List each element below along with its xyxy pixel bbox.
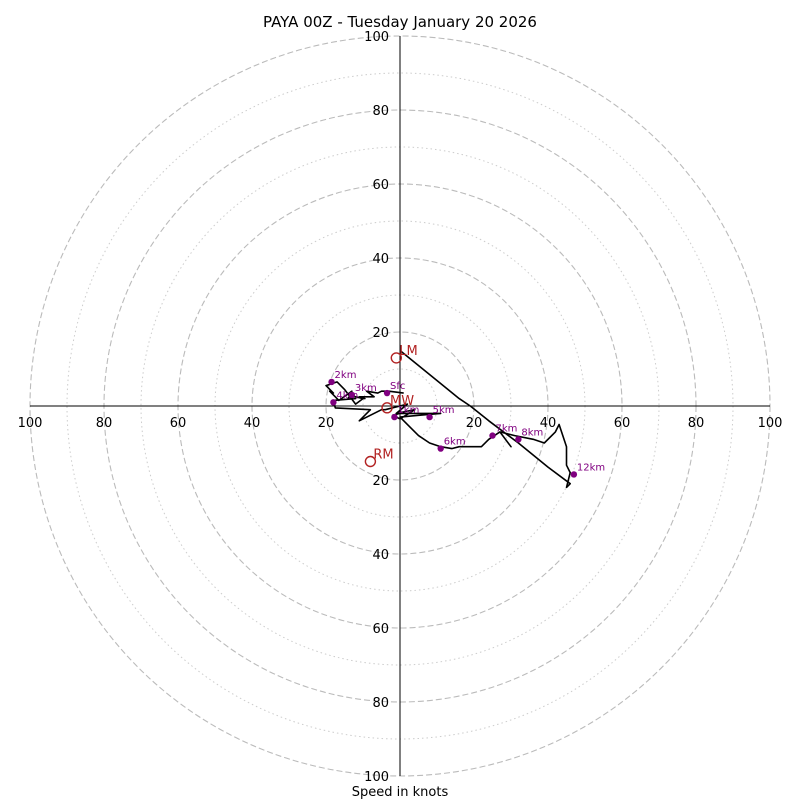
- storm-motion-label-rm: RM: [373, 448, 393, 463]
- tick-label-west-20: 20: [318, 416, 335, 431]
- height-marker-2km: [328, 378, 335, 386]
- storm-motion-marker-rm: [364, 455, 377, 468]
- tick-label-north-100: 100: [364, 30, 389, 45]
- tick-label-south-100: 100: [364, 770, 389, 785]
- tick-label-north-60: 60: [372, 178, 389, 193]
- height-marker-3km: [348, 391, 356, 399]
- storm-motion-marker-mw: [381, 402, 393, 414]
- height-marker-4km: [330, 399, 337, 406]
- height-label-7km: 7km: [496, 424, 518, 435]
- height-label-5km: 5km: [433, 405, 455, 416]
- height-label-8km: 8km: [521, 427, 543, 438]
- tick-label-east-60: 60: [614, 416, 631, 431]
- height-label-2km: 2km: [335, 370, 357, 381]
- tick-label-west-100: 100: [18, 416, 43, 431]
- height-label-4km: 4km: [336, 390, 358, 401]
- tick-labels: 20 20 20 20 40 40 40 40 60 60 60 60 80 80 80 80 100 100 10…: [18, 30, 783, 785]
- height-label-3km: 3km: [355, 383, 377, 394]
- storm-motion-label-mw: MW: [390, 394, 414, 409]
- tick-label-north-80: 80: [372, 104, 389, 119]
- tick-label-south-60: 60: [372, 622, 389, 637]
- height-marker-7km: [489, 432, 496, 439]
- tick-label-east-40: 40: [540, 416, 557, 431]
- storm-motion-label-lm: LM: [399, 344, 417, 359]
- tick-label-east-20: 20: [466, 416, 483, 431]
- height-label-6km: 6km: [444, 437, 466, 448]
- height-label-sfc: Sfc: [390, 381, 405, 392]
- tick-label-west-60: 60: [170, 416, 187, 431]
- storm-motion-markers: LM MW RM: [364, 344, 418, 468]
- tick-label-south-20: 20: [372, 474, 389, 489]
- height-marker-12km: [570, 471, 578, 478]
- height-label-12km: 12km: [577, 462, 605, 473]
- storm-motion-marker-lm: [390, 352, 402, 364]
- hodograph-trace-group: [325, 349, 572, 489]
- hodograph-trace: [325, 349, 572, 489]
- x-axis-label: Speed in knots: [352, 785, 449, 800]
- tick-label-east-100: 100: [758, 416, 783, 431]
- height-marker-8km: [515, 436, 522, 443]
- height-marker-5km: [426, 413, 433, 421]
- tick-label-north-20: 20: [372, 326, 389, 341]
- height-marker-1km: [391, 413, 398, 421]
- height-marker-sfc: [383, 389, 391, 397]
- tick-label-south-80: 80: [372, 696, 389, 711]
- chart-title: PAYA 00Z - Tuesday January 20 2026: [263, 13, 537, 31]
- tick-label-east-80: 80: [688, 416, 705, 431]
- tick-label-west-40: 40: [244, 416, 261, 431]
- height-marker-6km: [437, 445, 444, 452]
- tick-label-west-80: 80: [96, 416, 113, 431]
- tick-label-south-40: 40: [372, 548, 389, 563]
- height-label-1km: 1km: [397, 405, 419, 416]
- tick-label-north-40: 40: [372, 252, 389, 267]
